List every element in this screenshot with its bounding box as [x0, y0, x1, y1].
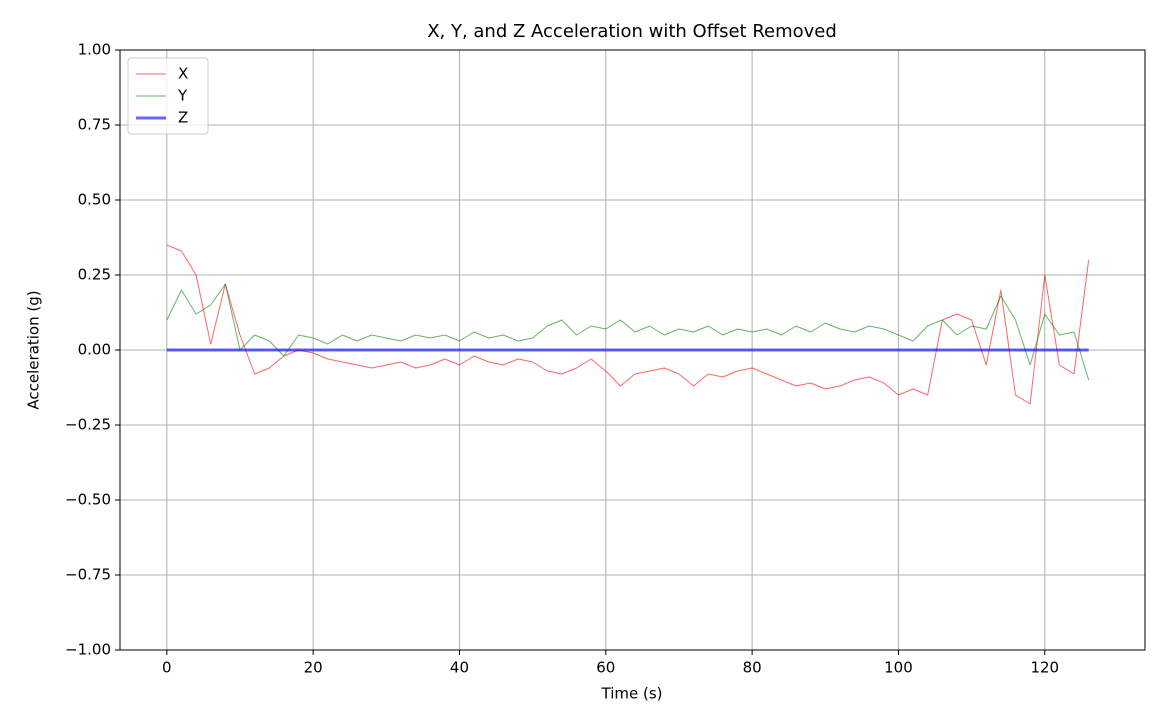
legend-label: X: [178, 65, 188, 83]
y-tick-label: −1.00: [65, 641, 111, 659]
y-tick-label: 0.75: [78, 116, 111, 134]
y-tick-label: 1.00: [78, 41, 111, 59]
y-tick-label: 0.25: [78, 266, 111, 284]
legend-box: [127, 57, 209, 135]
plot-frame: [119, 49, 1146, 651]
y-tick-label: −0.75: [65, 566, 111, 584]
x-tick-label: 120: [1030, 659, 1059, 677]
x-tick-label: 40: [450, 659, 469, 677]
x-tick-label: 80: [743, 659, 762, 677]
series-line: [166, 283, 1090, 381]
y-tick-label: 0.00: [78, 341, 111, 359]
series-line: [166, 244, 1090, 405]
x-tick-label: 100: [884, 659, 913, 677]
y-tick-label: −0.50: [65, 491, 111, 509]
x-tick-label: 20: [304, 659, 323, 677]
y-axis-label: Acceleration (g): [25, 290, 43, 409]
chart-title: X, Y, and Z Acceleration with Offset Rem…: [427, 21, 837, 42]
y-tick-label: −0.25: [65, 416, 111, 434]
x-axis-label: Time (s): [601, 685, 663, 703]
x-tick-label: 0: [162, 659, 172, 677]
y-tick-label: 0.50: [78, 191, 111, 209]
legend: XYZ: [127, 57, 209, 135]
legend-label: Y: [177, 87, 188, 105]
legend-label: Z: [178, 109, 188, 127]
x-tick-label: 60: [596, 659, 615, 677]
